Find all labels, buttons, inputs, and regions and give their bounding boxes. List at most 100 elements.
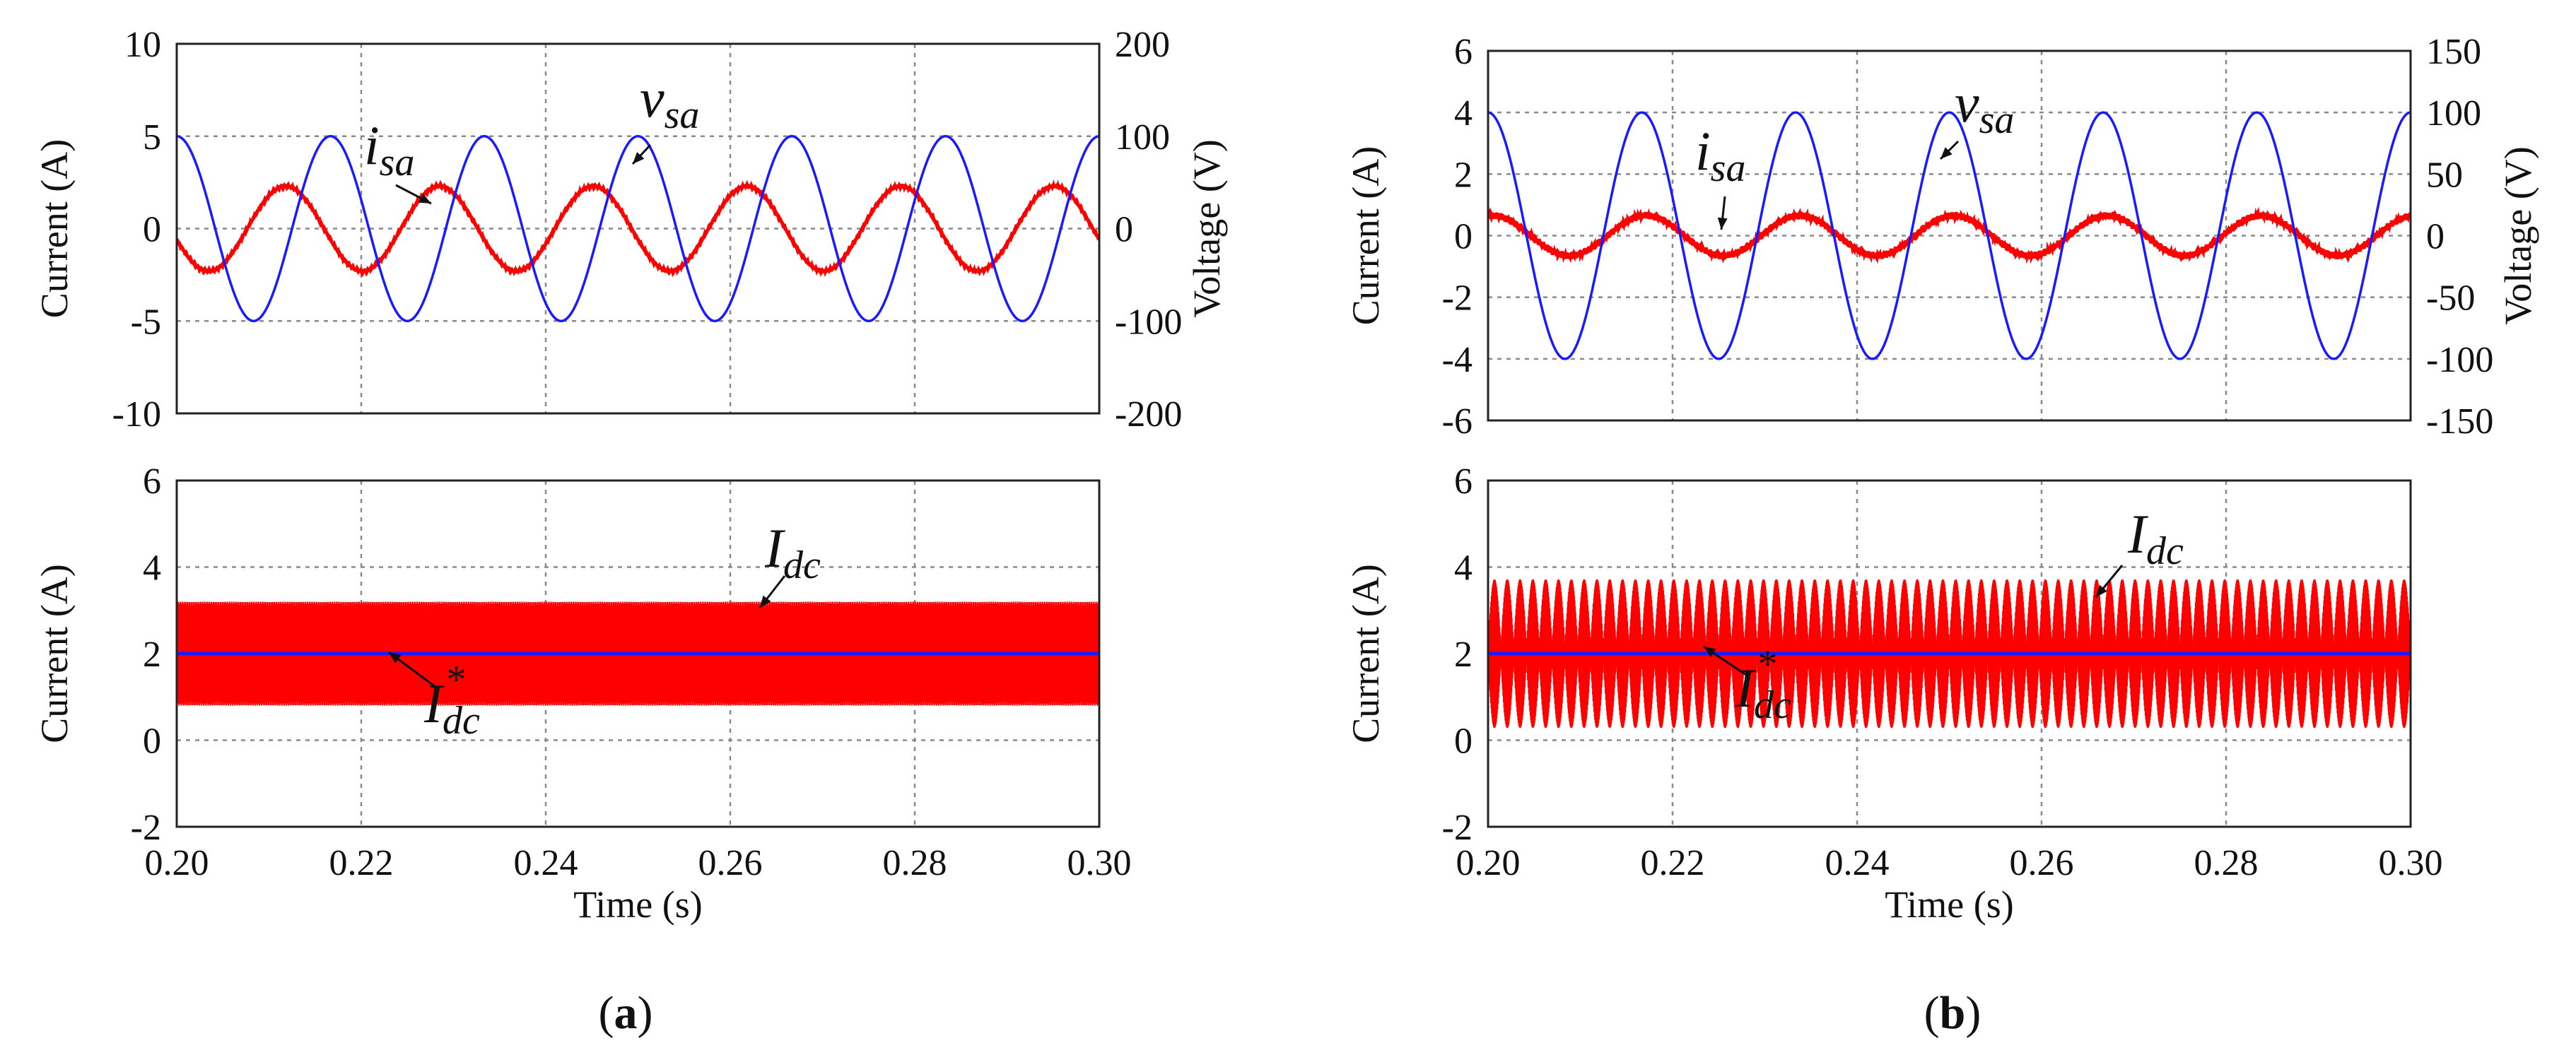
annotation-sub: dc <box>2146 529 2184 573</box>
annotation-main: I <box>764 517 786 579</box>
annotation-main: I <box>2127 503 2149 565</box>
panel-label-b: (b) <box>1924 987 1981 1039</box>
series-line-v_sa <box>1488 111 2411 360</box>
y2-tick-label: -100 <box>2426 340 2493 380</box>
annotation-label: Idc <box>2127 503 2184 573</box>
annotation-label: isa <box>364 114 414 184</box>
chart-b_bottom: 6 4 2 0 -2 Current (A) 0.20 0.22 0.24 0.26 0.28 0.3… <box>1345 461 2443 926</box>
annotation-sub: dc <box>783 543 821 587</box>
annotation-sub: dc <box>443 699 480 743</box>
y-tick-label: 0 <box>1454 217 1473 257</box>
series-band-I_dc <box>1488 579 2411 729</box>
series-band-I_dc <box>177 601 1099 706</box>
chart-a_bottom: 6 4 2 0 -2 Current (A) 0.20 0.22 0.24 0.26 0.28 0.3… <box>33 461 1132 926</box>
y2-tick-label: 150 <box>2426 32 2481 72</box>
y2-tick-label: 100 <box>1115 117 1170 158</box>
x-axis-label: Time (s) <box>1885 883 2014 926</box>
panel-labels-layer: (a) (b) <box>599 987 1981 1039</box>
y-tick-label: -4 <box>1442 340 1473 380</box>
y-tick-label: -10 <box>112 394 161 435</box>
y2-tick-label: -200 <box>1115 394 1182 435</box>
y2-tick-label: 200 <box>1115 25 1170 65</box>
annotation-sub: dc <box>1754 683 1791 727</box>
y-tick-label: -2 <box>131 808 161 848</box>
y-tick-label: 10 <box>124 25 161 65</box>
annotation-main: i <box>1695 120 1711 182</box>
y-tick-label: 0 <box>143 210 161 250</box>
annotation-arrowhead <box>1704 647 1716 657</box>
y-tick-label: 4 <box>1454 548 1473 589</box>
annotation-main: I <box>1735 657 1757 719</box>
y-tick-label: 6 <box>1454 32 1473 72</box>
chart-a_top: 10 5 0 -5 -10 200 100 0 -100 -200 Voltage (V) Curre… <box>33 25 1228 435</box>
plot-frame <box>1487 479 2412 828</box>
x-tick-label: 0.28 <box>883 843 947 883</box>
series-group <box>177 601 1099 706</box>
plot-frame <box>1487 49 2412 422</box>
chart-b_top: 6 4 2 0 -2 -4 -6 150 100 50 0 -50 -100 -150 Voltage (V… <box>1345 32 2539 442</box>
series-line-v_sa <box>177 135 1099 323</box>
y2-tick-label: 0 <box>2426 217 2445 257</box>
annotation-arrowhead <box>389 652 402 664</box>
panel-label-a: (a) <box>599 987 653 1039</box>
x-tick-label: 0.22 <box>329 843 394 883</box>
plot-frame <box>175 479 1101 828</box>
y-tick-label: 0 <box>143 721 161 762</box>
y-tick-label: 2 <box>143 635 161 675</box>
x-tick-label: 0.28 <box>2194 843 2259 883</box>
y-tick-label: 6 <box>1454 461 1473 502</box>
annotation-arrowhead <box>760 595 771 608</box>
series-line-i_sa <box>1488 206 2411 264</box>
y-axis-label: Current (A) <box>33 139 76 318</box>
y-tick-label: 0 <box>1454 721 1473 762</box>
x-tick-label: 0.22 <box>1641 843 1705 883</box>
x-tick-label: 0.20 <box>145 843 209 883</box>
x-tick-label: 0.30 <box>2379 843 2443 883</box>
y-tick-label: -2 <box>1442 808 1473 848</box>
annotation-i-sa: isa <box>1695 120 1745 230</box>
y-axis-label: Current (A) <box>1345 146 1387 325</box>
x-tick-label: 0.26 <box>2010 843 2074 883</box>
annotation-sub: sa <box>1979 98 2015 142</box>
y-tick-label: -5 <box>131 302 161 342</box>
annotation-sup: * <box>1756 642 1776 686</box>
x-tick-label: 0.24 <box>514 843 578 883</box>
x-tick-label: 0.24 <box>1825 843 1890 883</box>
annotation-sup: * <box>445 658 464 702</box>
annotation-arrowhead <box>418 194 431 204</box>
y-tick-label: 2 <box>1454 635 1473 675</box>
x-tick-label: 0.30 <box>1067 843 1132 883</box>
y2-tick-label: -100 <box>1115 302 1182 342</box>
annotation-main: I <box>423 673 445 734</box>
annotation-I-dc-ref: Idc* <box>388 651 480 743</box>
annotation-I-dc: Idc <box>759 517 821 608</box>
y-tick-label: 6 <box>143 461 161 502</box>
plot-frame <box>175 42 1101 415</box>
annotation-i-sa: isa <box>364 114 432 205</box>
annotation-v-sa: vsa <box>1939 72 2014 160</box>
annotation-arrowhead <box>633 152 645 164</box>
y2-tick-label: 0 <box>1115 210 1133 250</box>
y-axis-label: Current (A) <box>33 564 76 743</box>
y-tick-label: 4 <box>1454 93 1473 134</box>
annotation-label: vsa <box>1955 72 2014 142</box>
series-group <box>1488 579 2411 729</box>
annotation-v-sa: vsa <box>631 67 700 165</box>
annotation-sub: sa <box>665 93 700 137</box>
annotation-sub: sa <box>1711 146 1746 190</box>
y-tick-label: 5 <box>143 117 161 158</box>
annotation-arrowhead <box>1717 217 1728 230</box>
y-tick-label: -6 <box>1442 401 1473 442</box>
x-tick-label: 0.26 <box>698 843 763 883</box>
y-tick-label: -2 <box>1442 278 1473 319</box>
series-line-i_sa <box>177 179 1099 278</box>
annotation-I-dc: Idc <box>2095 503 2184 598</box>
y2-axis-label: Voltage (V) <box>1185 139 1228 317</box>
annotation-main: v <box>640 67 665 129</box>
annotation-main: v <box>1955 72 1979 134</box>
y2-tick-label: -50 <box>2426 278 2475 319</box>
annotation-label: isa <box>1695 120 1745 190</box>
annotation-label: Idc <box>764 517 821 587</box>
